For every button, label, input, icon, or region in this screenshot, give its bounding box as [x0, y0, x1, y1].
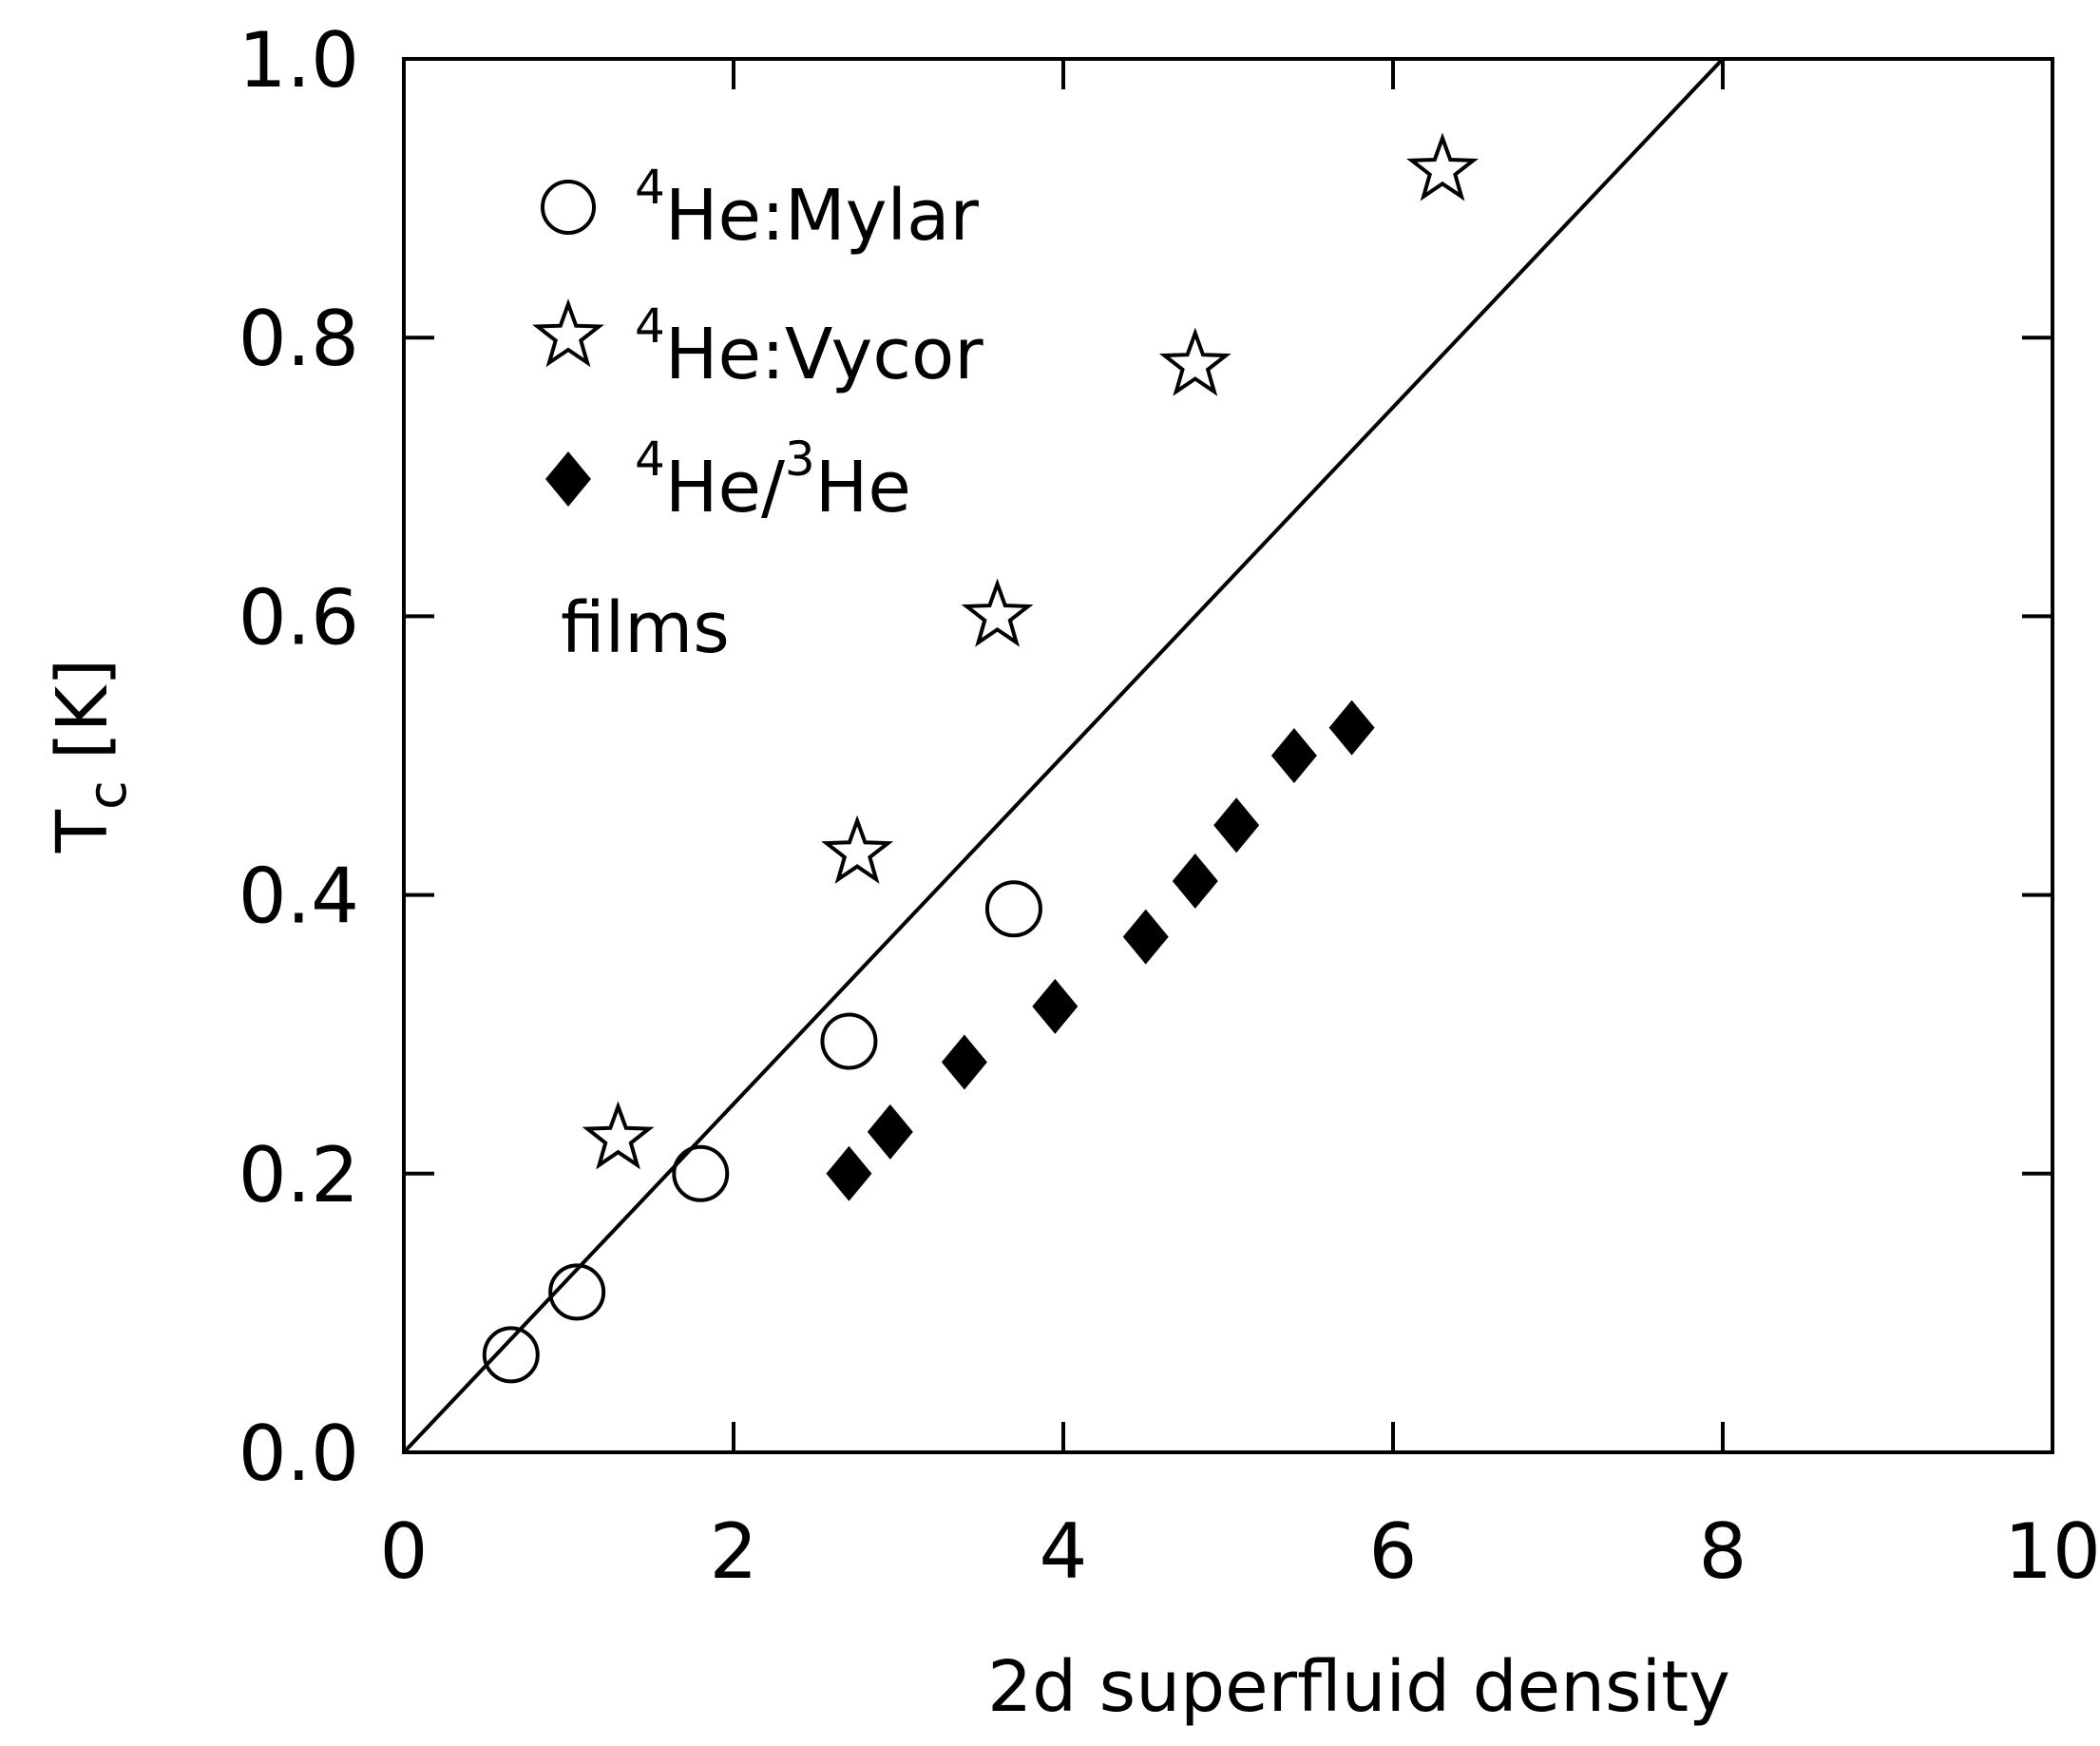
legend-sup-3: 4: [635, 432, 665, 487]
y-tick-label: 0.8: [239, 295, 359, 383]
x-tick-labels: 0 2 4 6 8 10: [380, 1507, 2100, 1596]
plot-frame: [402, 57, 2054, 1454]
legend-sup-1: 4: [635, 160, 665, 215]
x-tick-label: 6: [1369, 1507, 1418, 1596]
point-he4-vycor: [1158, 327, 1231, 396]
x-tick-label: 10: [2004, 1507, 2100, 1596]
legend-sup-3b: 3: [785, 432, 815, 487]
point-he4-vycor: [821, 815, 894, 884]
legend: 4He:Mylar 4He:Vycor 4He/3He films: [532, 160, 983, 669]
svg-text:4He:Vycor: 4He:Vycor: [635, 298, 983, 395]
legend-label-he3: He: [815, 447, 911, 528]
reference-line: [402, 57, 1725, 1454]
x-axis-title: 2d superfluid density: [987, 1646, 1730, 1728]
point-he4-mylar: [482, 1326, 540, 1384]
point-he4-he3: [941, 1034, 987, 1090]
legend-label-he4: He/: [665, 447, 785, 528]
legend-label-mylar: He:Mylar: [665, 175, 980, 257]
point-he4-vycor: [582, 1101, 655, 1170]
data-points: [482, 132, 1479, 1384]
legend-marker-star: [532, 298, 604, 368]
legend-marker-diamond: [545, 451, 591, 507]
point-he4-he3: [826, 1145, 872, 1201]
point-he4-mylar: [820, 1012, 878, 1070]
y-axis-title: Tc [K]: [42, 659, 139, 854]
y-tick-label: 0.2: [239, 1131, 359, 1219]
point-he4-mylar: [548, 1263, 606, 1321]
point-he4-he3: [867, 1103, 913, 1160]
legend-label-vycor: He:Vycor: [665, 314, 983, 395]
point-he4-vycor: [961, 578, 1034, 647]
point-he4-mylar: [672, 1144, 730, 1202]
x-tick-label: 0: [380, 1507, 429, 1596]
point-he4-he3: [1270, 728, 1317, 783]
y-axis-subscript: c: [77, 780, 139, 810]
x-tick-label: 2: [710, 1507, 758, 1596]
point-he4-vycor: [1406, 132, 1479, 201]
point-he4-he3: [1328, 700, 1375, 756]
y-tick-label: 0.6: [239, 573, 359, 662]
svg-text:4He/3He: 4He/3He: [635, 432, 911, 528]
x-tick-label: 4: [1040, 1507, 1088, 1596]
point-he4-mylar: [984, 880, 1042, 938]
y-tick-label: 0.4: [239, 853, 359, 941]
point-he4-he3: [1032, 978, 1079, 1034]
y-tick-label: 0.0: [239, 1410, 359, 1498]
svg-text:4He:Mylar: 4He:Mylar: [635, 160, 979, 257]
y-tick-labels: 0.0 0.2 0.4 0.6 0.8 1.0: [239, 16, 359, 1498]
axis-ticks: [402, 57, 2054, 1454]
point-he4-he3: [1122, 909, 1169, 965]
legend-annotation-films: films: [561, 587, 730, 669]
point-he4-he3: [1172, 853, 1218, 909]
legend-sup-2: 4: [635, 298, 665, 354]
svg-text:Tc[K]: Tc [K]: [42, 659, 139, 854]
y-axis-unit: [K]: [42, 659, 124, 759]
y-tick-label: 1.0: [239, 16, 359, 105]
x-tick-label: 8: [1699, 1507, 1747, 1596]
legend-marker-circle: [541, 180, 596, 235]
y-axis-symbol: T: [42, 809, 124, 854]
point-he4-he3: [1213, 797, 1260, 854]
